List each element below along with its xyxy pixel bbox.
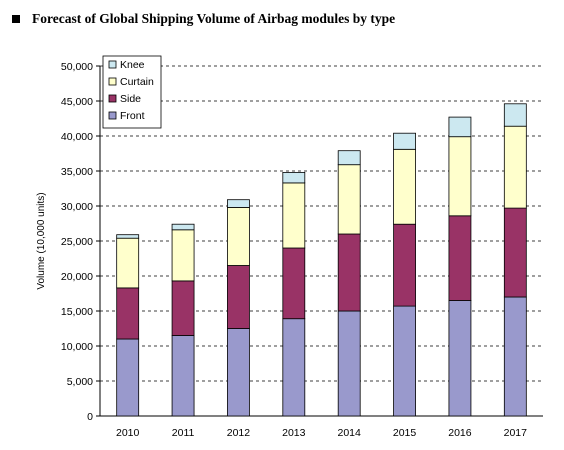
- x-tick-label: 2016: [448, 427, 472, 439]
- legend-label-knee: Knee: [120, 59, 145, 71]
- legend-swatch-knee: [108, 60, 117, 69]
- x-tick-label: 2013: [282, 427, 306, 439]
- bar-side-2014: [337, 233, 361, 312]
- y-tick-label: 45,000: [61, 96, 93, 108]
- bar-curtain-2011: [171, 229, 195, 282]
- x-tick-label: 2011: [172, 427, 195, 439]
- bar-front-2017: [503, 296, 527, 417]
- legend-swatch-curtain: [108, 77, 117, 86]
- bar-front-2014: [337, 310, 361, 417]
- bar-knee-2014: [337, 150, 361, 166]
- bar-front-2016: [448, 300, 472, 417]
- bar-side-2012: [227, 265, 250, 329]
- legend-label-curtain: Curtain: [120, 76, 154, 88]
- bar-knee-2016: [448, 116, 472, 138]
- chart-title: Forecast of Global Shipping Volume of Ai…: [32, 11, 396, 26]
- y-tick-label: 35,000: [61, 166, 93, 178]
- bar-side-2011: [171, 280, 195, 336]
- bar-curtain-2010: [116, 237, 140, 289]
- bar-side-2010: [116, 287, 140, 340]
- bar-front-2012: [227, 328, 250, 417]
- y-tick-label: 5,000: [67, 376, 93, 388]
- bar-curtain-2012: [227, 206, 250, 266]
- bar-front-2015: [393, 305, 416, 417]
- legend-label-side: Side: [120, 93, 141, 105]
- legend-swatch-front: [108, 111, 117, 120]
- y-tick-label: 10,000: [61, 341, 93, 353]
- y-axis-title: Volume (10,000 units): [36, 192, 47, 289]
- x-tick-label: 2012: [227, 427, 251, 439]
- bar-front-2010: [116, 338, 140, 417]
- chart-heading: Forecast of Global Shipping Volume of Ai…: [12, 9, 395, 29]
- bar-side-2017: [503, 207, 527, 298]
- x-tick-label: 2017: [504, 427, 528, 439]
- bullet-square-icon: [12, 15, 20, 23]
- bar-knee-2013: [282, 171, 306, 184]
- bar-curtain-2016: [448, 136, 472, 217]
- x-tick-label: 2014: [338, 427, 362, 439]
- bar-front-2013: [282, 318, 306, 417]
- bar-knee-2012: [227, 199, 250, 208]
- y-tick-label: 40,000: [61, 131, 93, 143]
- legend-swatch-side: [108, 94, 117, 103]
- bar-knee-2017: [503, 103, 527, 127]
- bar-curtain-2013: [282, 182, 306, 249]
- y-tick-label: 0: [87, 411, 93, 423]
- x-tick-label: 2010: [116, 427, 140, 439]
- x-tick-label: 2015: [393, 427, 417, 439]
- y-tick-label: 25,000: [61, 236, 93, 248]
- bar-curtain-2017: [503, 125, 527, 209]
- legend-label-front: Front: [120, 110, 145, 122]
- bar-side-2015: [393, 223, 416, 307]
- y-tick-label: 20,000: [61, 271, 93, 283]
- y-tick-label: 50,000: [61, 61, 93, 73]
- bar-front-2011: [171, 335, 195, 417]
- bar-knee-2011: [171, 223, 195, 231]
- y-tick-label: 15,000: [61, 306, 93, 318]
- bar-knee-2010: [116, 234, 140, 239]
- bar-side-2013: [282, 247, 306, 320]
- bar-curtain-2015: [393, 148, 416, 225]
- y-tick-label: 30,000: [61, 201, 93, 213]
- bar-side-2016: [448, 215, 472, 301]
- bar-curtain-2014: [337, 164, 361, 235]
- bar-knee-2015: [393, 132, 416, 150]
